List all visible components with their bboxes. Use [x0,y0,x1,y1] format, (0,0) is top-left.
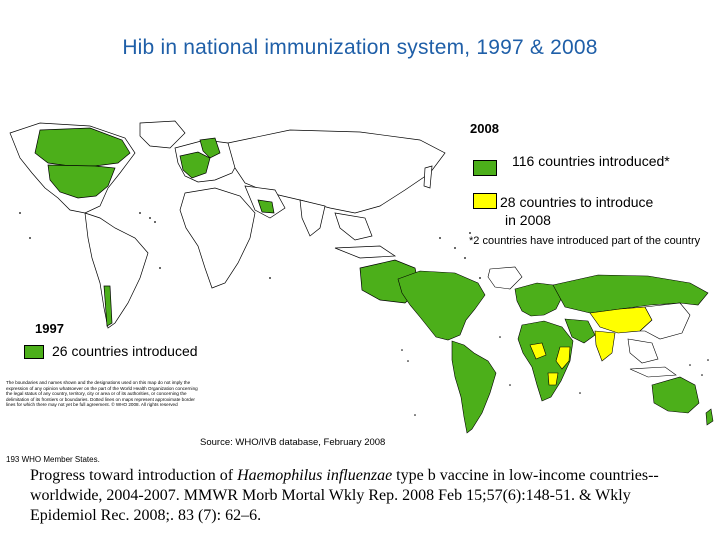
arabia-region [257,199,275,214]
map-1997 [0,118,500,343]
africa-to-introduce-2 [529,342,547,360]
indonesia-land [629,366,677,378]
greenland-land [487,266,523,290]
islands-dots [19,212,481,279]
legend-2008-footnote: *2 countries have introduced part of the… [469,235,701,247]
south-america-land [84,212,149,329]
member-states-note: 193 WHO Member States. [6,455,100,464]
africa-to-introduce-3 [547,372,559,386]
legend-2008-introduced-swatch [473,160,497,176]
southeast-asia-land [627,338,659,364]
legend-2008-to-introduce-label-1: 28 countries to introduce [500,194,654,210]
legend-2008-year: 2008 [470,121,499,136]
russia-region [552,274,709,314]
usa-region [47,164,116,199]
legend-1997-introduced-swatch [24,345,44,359]
new-zealand-region [705,408,714,426]
europe-region [514,282,563,317]
page-title: Hib in national immunization system, 199… [122,36,598,59]
citation-part1: Progress toward introduction of [30,467,238,484]
europe-west-region [179,151,211,179]
legend-2008-introduced-label: 116 countries introduced* [512,153,670,169]
legend-1997-year: 1997 [35,321,64,336]
world-map-2008 [397,266,714,434]
middle-east-region [564,318,596,344]
sea-land [334,212,373,241]
japan-land [423,165,433,189]
asia-land [227,129,446,214]
south-asia-to-introduce [594,330,616,362]
map-disclaimer: The boundaries and names shown and the d… [6,380,198,408]
source-note: Source: WHO/IVB database, February 2008 [200,437,386,448]
africa-to-introduce-1 [555,346,571,370]
greenland-land [139,120,186,149]
citation: Progress toward introduction of Haemophi… [30,466,690,526]
india-land [299,199,326,237]
canada-region [34,127,131,167]
citation-organism: Haemophilus influenzae [237,467,393,484]
world-map-1997 [9,120,481,329]
australia-region [651,376,700,414]
legend-2008-to-introduce-swatch [473,193,497,209]
chile-region [103,285,113,327]
africa-land [179,187,256,289]
china-land [639,302,691,340]
map-2008 [390,265,720,445]
scandinavia-region [199,137,221,159]
citation-part2: type b vaccine in low-income countries--… [30,467,659,524]
north-america-region [397,270,486,341]
legend-1997-introduced-label: 26 countries introduced [52,343,198,359]
indonesia-land [334,245,397,259]
legend-2008-to-introduce-label-2: in 2008 [505,212,551,228]
south-america-region [451,340,497,434]
islands-dots [401,336,709,416]
africa-region [517,320,574,402]
